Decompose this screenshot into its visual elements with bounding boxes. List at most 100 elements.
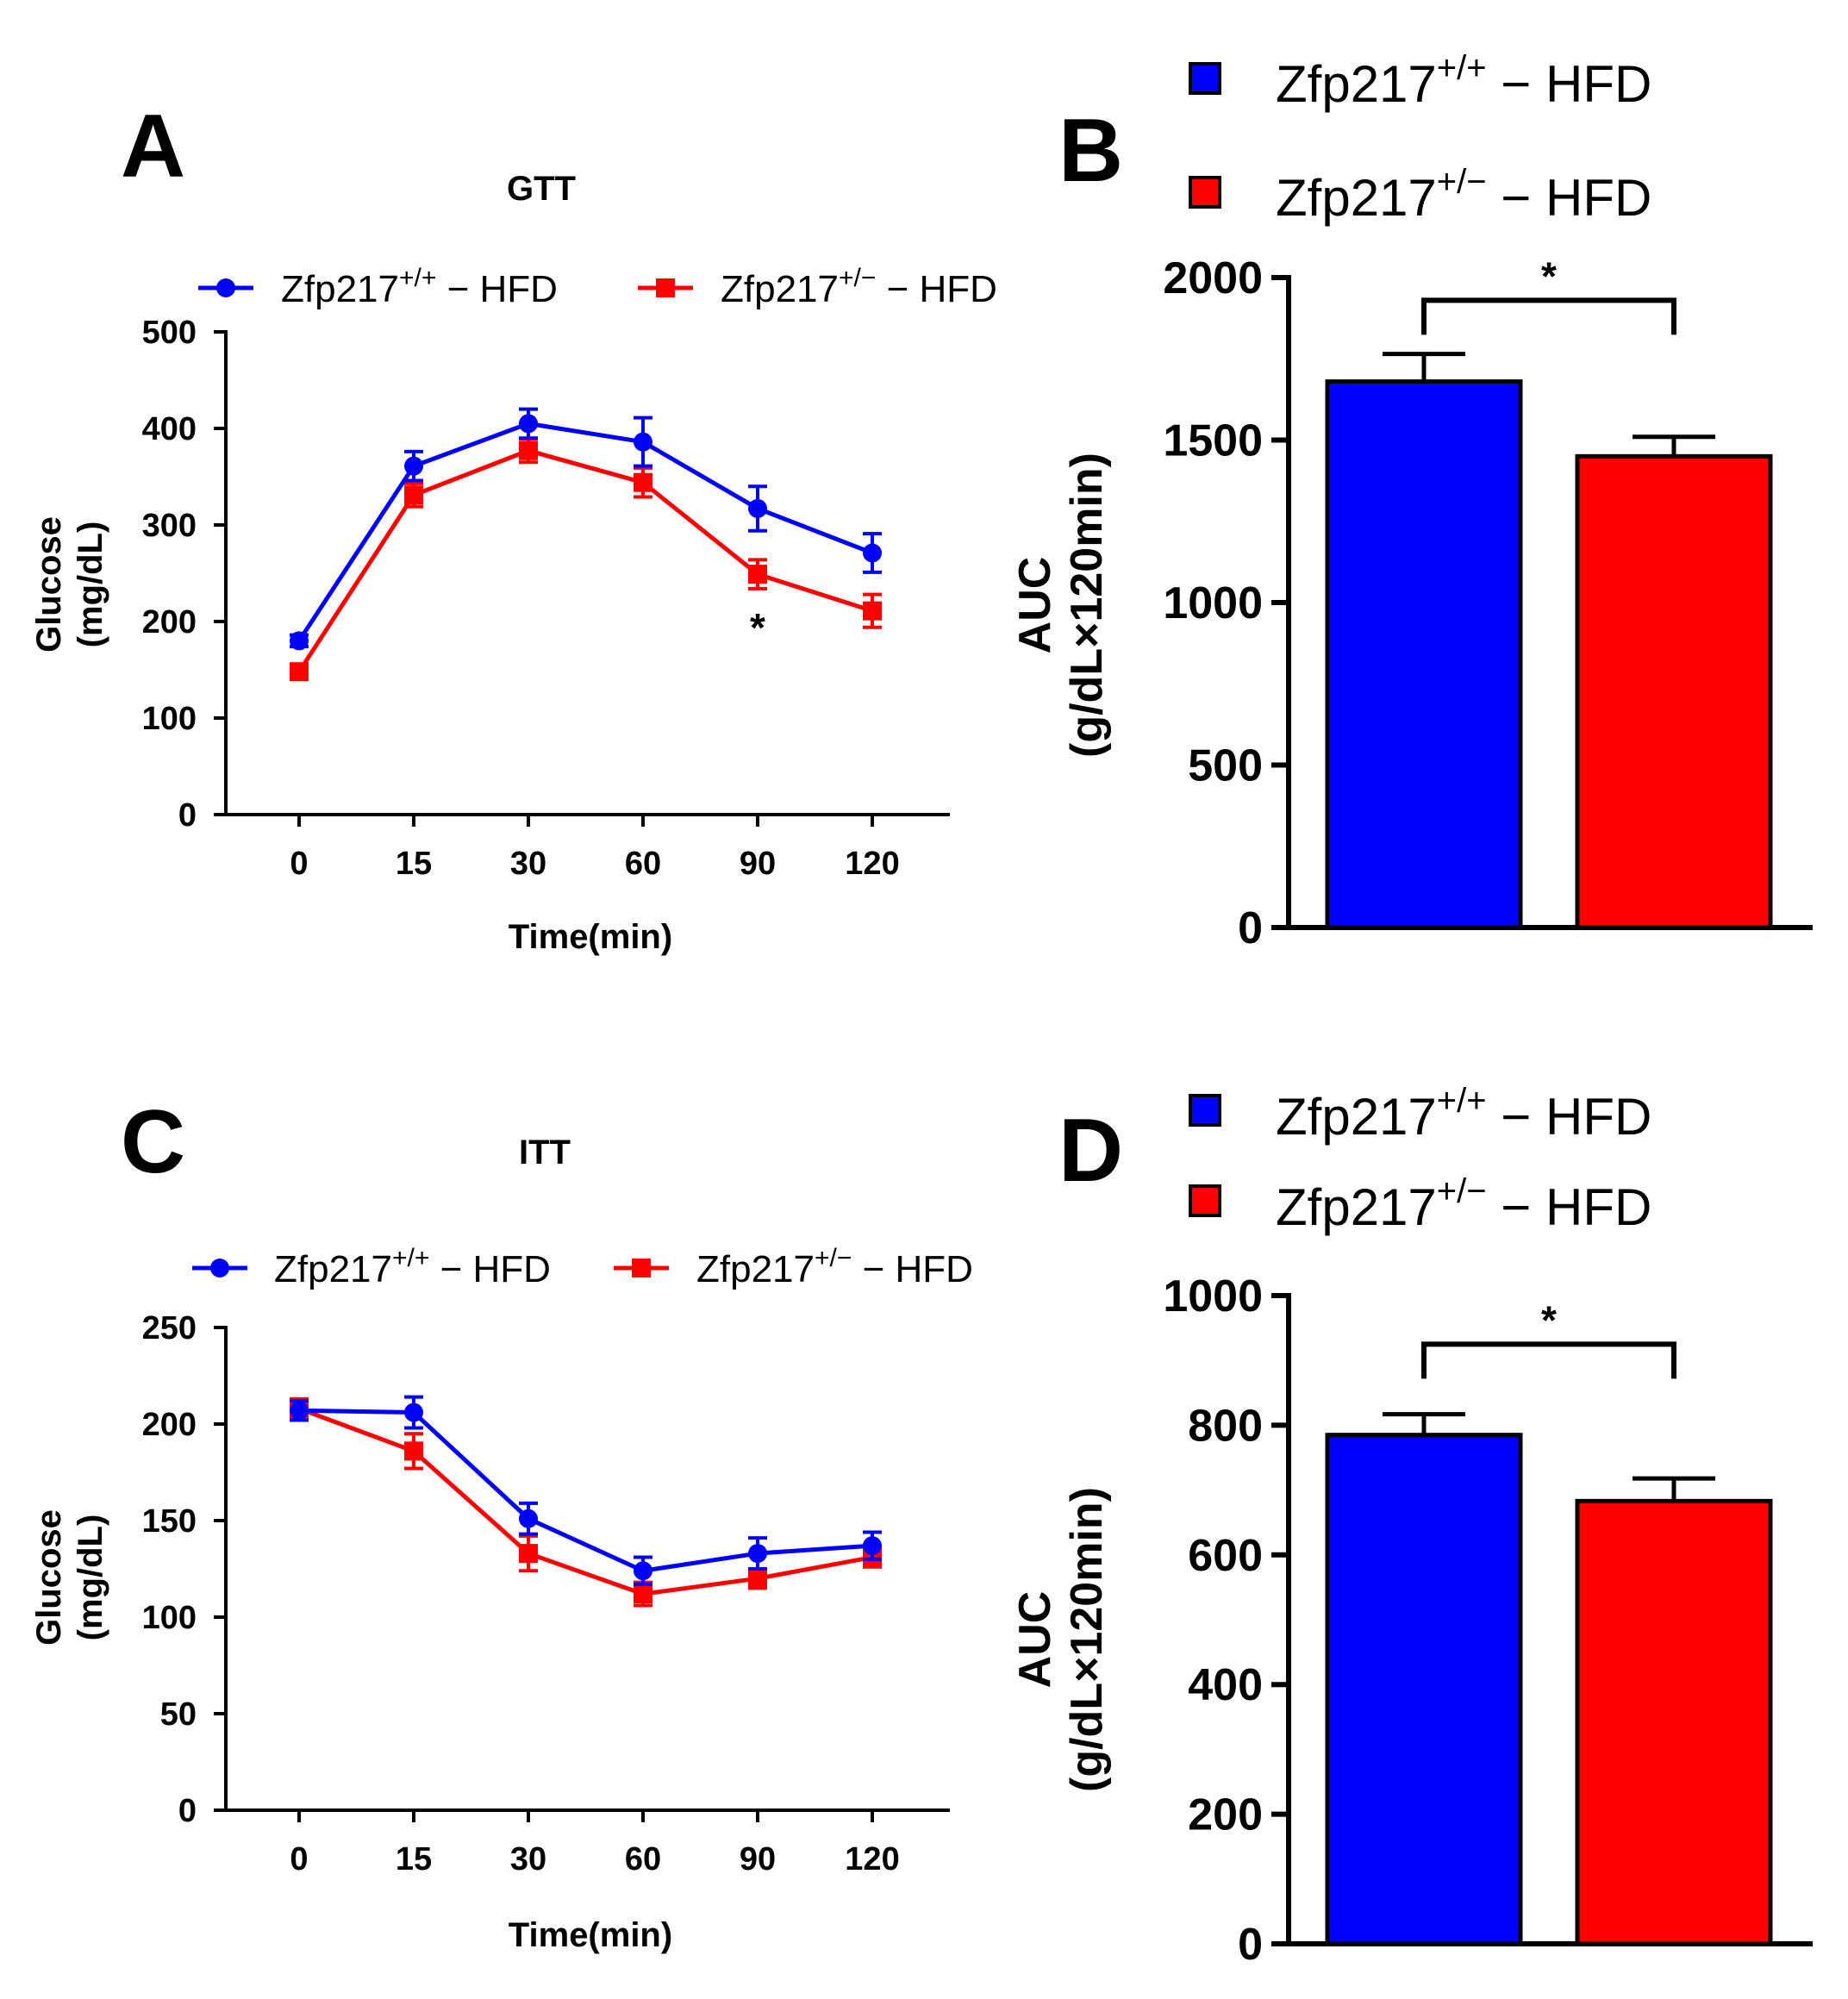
- x-tick-label: 0: [290, 846, 308, 882]
- panel-b-gtt-auc-bar-chart: B Zfp217+/+ − HFD Zfp217+/− − HFD 0 500 10…: [1010, 49, 1813, 953]
- data-point: [290, 662, 309, 682]
- y-axis-label-b: AUC (g/dL×120min): [1010, 453, 1112, 758]
- x-tick-label: 15: [396, 1841, 432, 1877]
- bar: [1325, 1433, 1523, 1946]
- series-line: [297, 448, 873, 673]
- legend-marker-circle: [210, 1259, 229, 1277]
- y-tick-label: 800: [1188, 1401, 1263, 1451]
- y-axis-label-c-line2: (mg/dL): [72, 1515, 109, 1641]
- y-tick-label: 250: [142, 1310, 197, 1346]
- series-het: [290, 437, 882, 682]
- data-point: [748, 1569, 767, 1589]
- data-point: [404, 485, 423, 505]
- legend-b: Zfp217+/+ − HFD Zfp217+/− − HFD: [1189, 49, 1651, 227]
- y-tick-label: 0: [178, 797, 197, 834]
- data-point: [290, 1401, 309, 1421]
- legend-d: Zfp217+/+ − HFD Zfp217+/− − HFD: [1189, 1082, 1651, 1236]
- bar-het: [1575, 434, 1773, 930]
- series-line: [298, 1406, 873, 1596]
- panel-d-itt-auc-bar-chart: D Zfp217+/+ − HFD Zfp217+/− − HFD 0 200 40…: [1010, 1082, 1813, 1970]
- x-tick-label: 0: [290, 1841, 308, 1877]
- significance-bracket: [1421, 297, 1676, 335]
- plot-area-d: *: [1325, 1297, 1773, 1946]
- legend-c: Zfp217+/+ − HFD Zfp217+/− − HFD: [192, 1244, 973, 1290]
- data-point: [748, 498, 767, 518]
- plot-area-b: *: [1325, 253, 1773, 930]
- legend-swatch-wt: [1189, 62, 1221, 95]
- legend-marker-circle: [216, 278, 235, 297]
- x-tick-label: 90: [740, 1841, 776, 1877]
- data-point: [519, 440, 538, 460]
- legend-label-het: Zfp217+/− − HFD: [1276, 1172, 1651, 1236]
- series-wt: [290, 1395, 882, 1586]
- legend-label-wt: Zfp217+/+ − HFD: [1276, 1082, 1651, 1146]
- axes-a: 0 100 200 300 400 500 0 15 30 60 90 120: [142, 315, 950, 882]
- bar: [1575, 453, 1773, 930]
- y-tick-label: 2000: [1163, 253, 1263, 303]
- y-axis-label-a-line1: Glucose: [30, 516, 68, 653]
- legend-c-wt: Zfp217+/+ − HFD: [192, 1244, 551, 1290]
- y-tick-label: 400: [1188, 1660, 1263, 1710]
- y-tick-label: 150: [142, 1503, 197, 1540]
- legend-label-wt: Zfp217+/+ − HFD: [274, 1244, 551, 1290]
- y-tick-label: 0: [178, 1793, 197, 1829]
- y-tick-label: 100: [142, 701, 197, 737]
- series-het: [290, 1396, 882, 1608]
- legend-marker-square: [656, 278, 675, 297]
- data-point: [519, 1509, 538, 1528]
- x-tick-label: 60: [625, 1841, 661, 1877]
- y-tick-label: 400: [142, 411, 197, 447]
- x-axis-label-c: Time(min): [509, 1916, 672, 1954]
- legend-d-wt: Zfp217+/+ − HFD: [1189, 1082, 1651, 1146]
- legend-label-het: Zfp217+/− − HFD: [1276, 163, 1651, 227]
- plot-area-c: [290, 1395, 882, 1608]
- significance-asterisk: *: [750, 605, 765, 650]
- y-tick-label: 500: [1188, 741, 1263, 791]
- legend-a-het: Zfp217+/− − HFD: [638, 264, 997, 310]
- data-point: [634, 472, 652, 492]
- data-point: [519, 414, 538, 434]
- data-point: [634, 1561, 652, 1581]
- legend-b-het: Zfp217+/− − HFD: [1189, 163, 1651, 227]
- legend-swatch-het: [1189, 176, 1221, 209]
- y-tick-label: 0: [1238, 903, 1263, 953]
- x-tick-label: 90: [740, 846, 776, 882]
- bar: [1325, 379, 1523, 930]
- significance-asterisk: *: [1541, 253, 1557, 298]
- legend-label-wt: Zfp217+/+ − HFD: [281, 264, 558, 310]
- y-tick-label: 1000: [1163, 1271, 1263, 1321]
- x-tick-label: 30: [510, 846, 546, 882]
- legend-d-het: Zfp217+/− − HFD: [1189, 1172, 1651, 1236]
- bar: [1575, 1498, 1773, 1946]
- data-point: [404, 456, 423, 476]
- data-point: [748, 1544, 767, 1564]
- panel-letter-c: C: [121, 1092, 185, 1192]
- legend-label-het: Zfp217+/− − HFD: [696, 1244, 973, 1290]
- x-tick-label: 30: [510, 1841, 546, 1877]
- data-point: [404, 1441, 423, 1461]
- x-tick-label: 120: [845, 846, 899, 882]
- y-tick-label: 1000: [1163, 578, 1263, 628]
- y-tick-label: 500: [142, 315, 197, 351]
- panel-letter-a: A: [121, 97, 185, 197]
- y-tick-label: 300: [142, 508, 197, 544]
- y-axis-label-b-line2: (g/dL×120min): [1062, 453, 1112, 758]
- data-point: [863, 601, 882, 621]
- y-axis-label-d-line2: (g/dL×120min): [1062, 1487, 1112, 1792]
- panel-letter-d: D: [1058, 1101, 1123, 1201]
- legend-a: Zfp217+/+ − HFD Zfp217+/− − HFD: [198, 264, 997, 310]
- y-axis-label-c: Glucose (mg/dL): [30, 1509, 109, 1646]
- panel-c-itt-line-chart: C ITT Zfp217+/+ − HFD Zfp217+/− − HFD 0 5…: [30, 1092, 973, 1954]
- y-axis-label-a: Glucose (mg/dL): [30, 516, 109, 653]
- chart-title-gtt: GTT: [507, 170, 576, 208]
- significance-asterisk: *: [1541, 1297, 1557, 1342]
- axes-c: 0 50 100 150 200 250 0 15 30 60 90 120: [142, 1310, 950, 1877]
- y-tick-label: 100: [142, 1600, 197, 1636]
- legend-c-het: Zfp217+/− − HFD: [614, 1244, 973, 1290]
- y-axis-label-c-line1: Glucose: [30, 1509, 68, 1646]
- y-axis-label-b-line1: AUC: [1010, 557, 1060, 654]
- panel-a-gtt-line-chart: A GTT Zfp217+/+ − HFD Zfp217+/− − HFD 0 1…: [30, 97, 997, 956]
- y-tick-label: 200: [1188, 1790, 1263, 1840]
- legend-swatch-wt: [1189, 1094, 1221, 1127]
